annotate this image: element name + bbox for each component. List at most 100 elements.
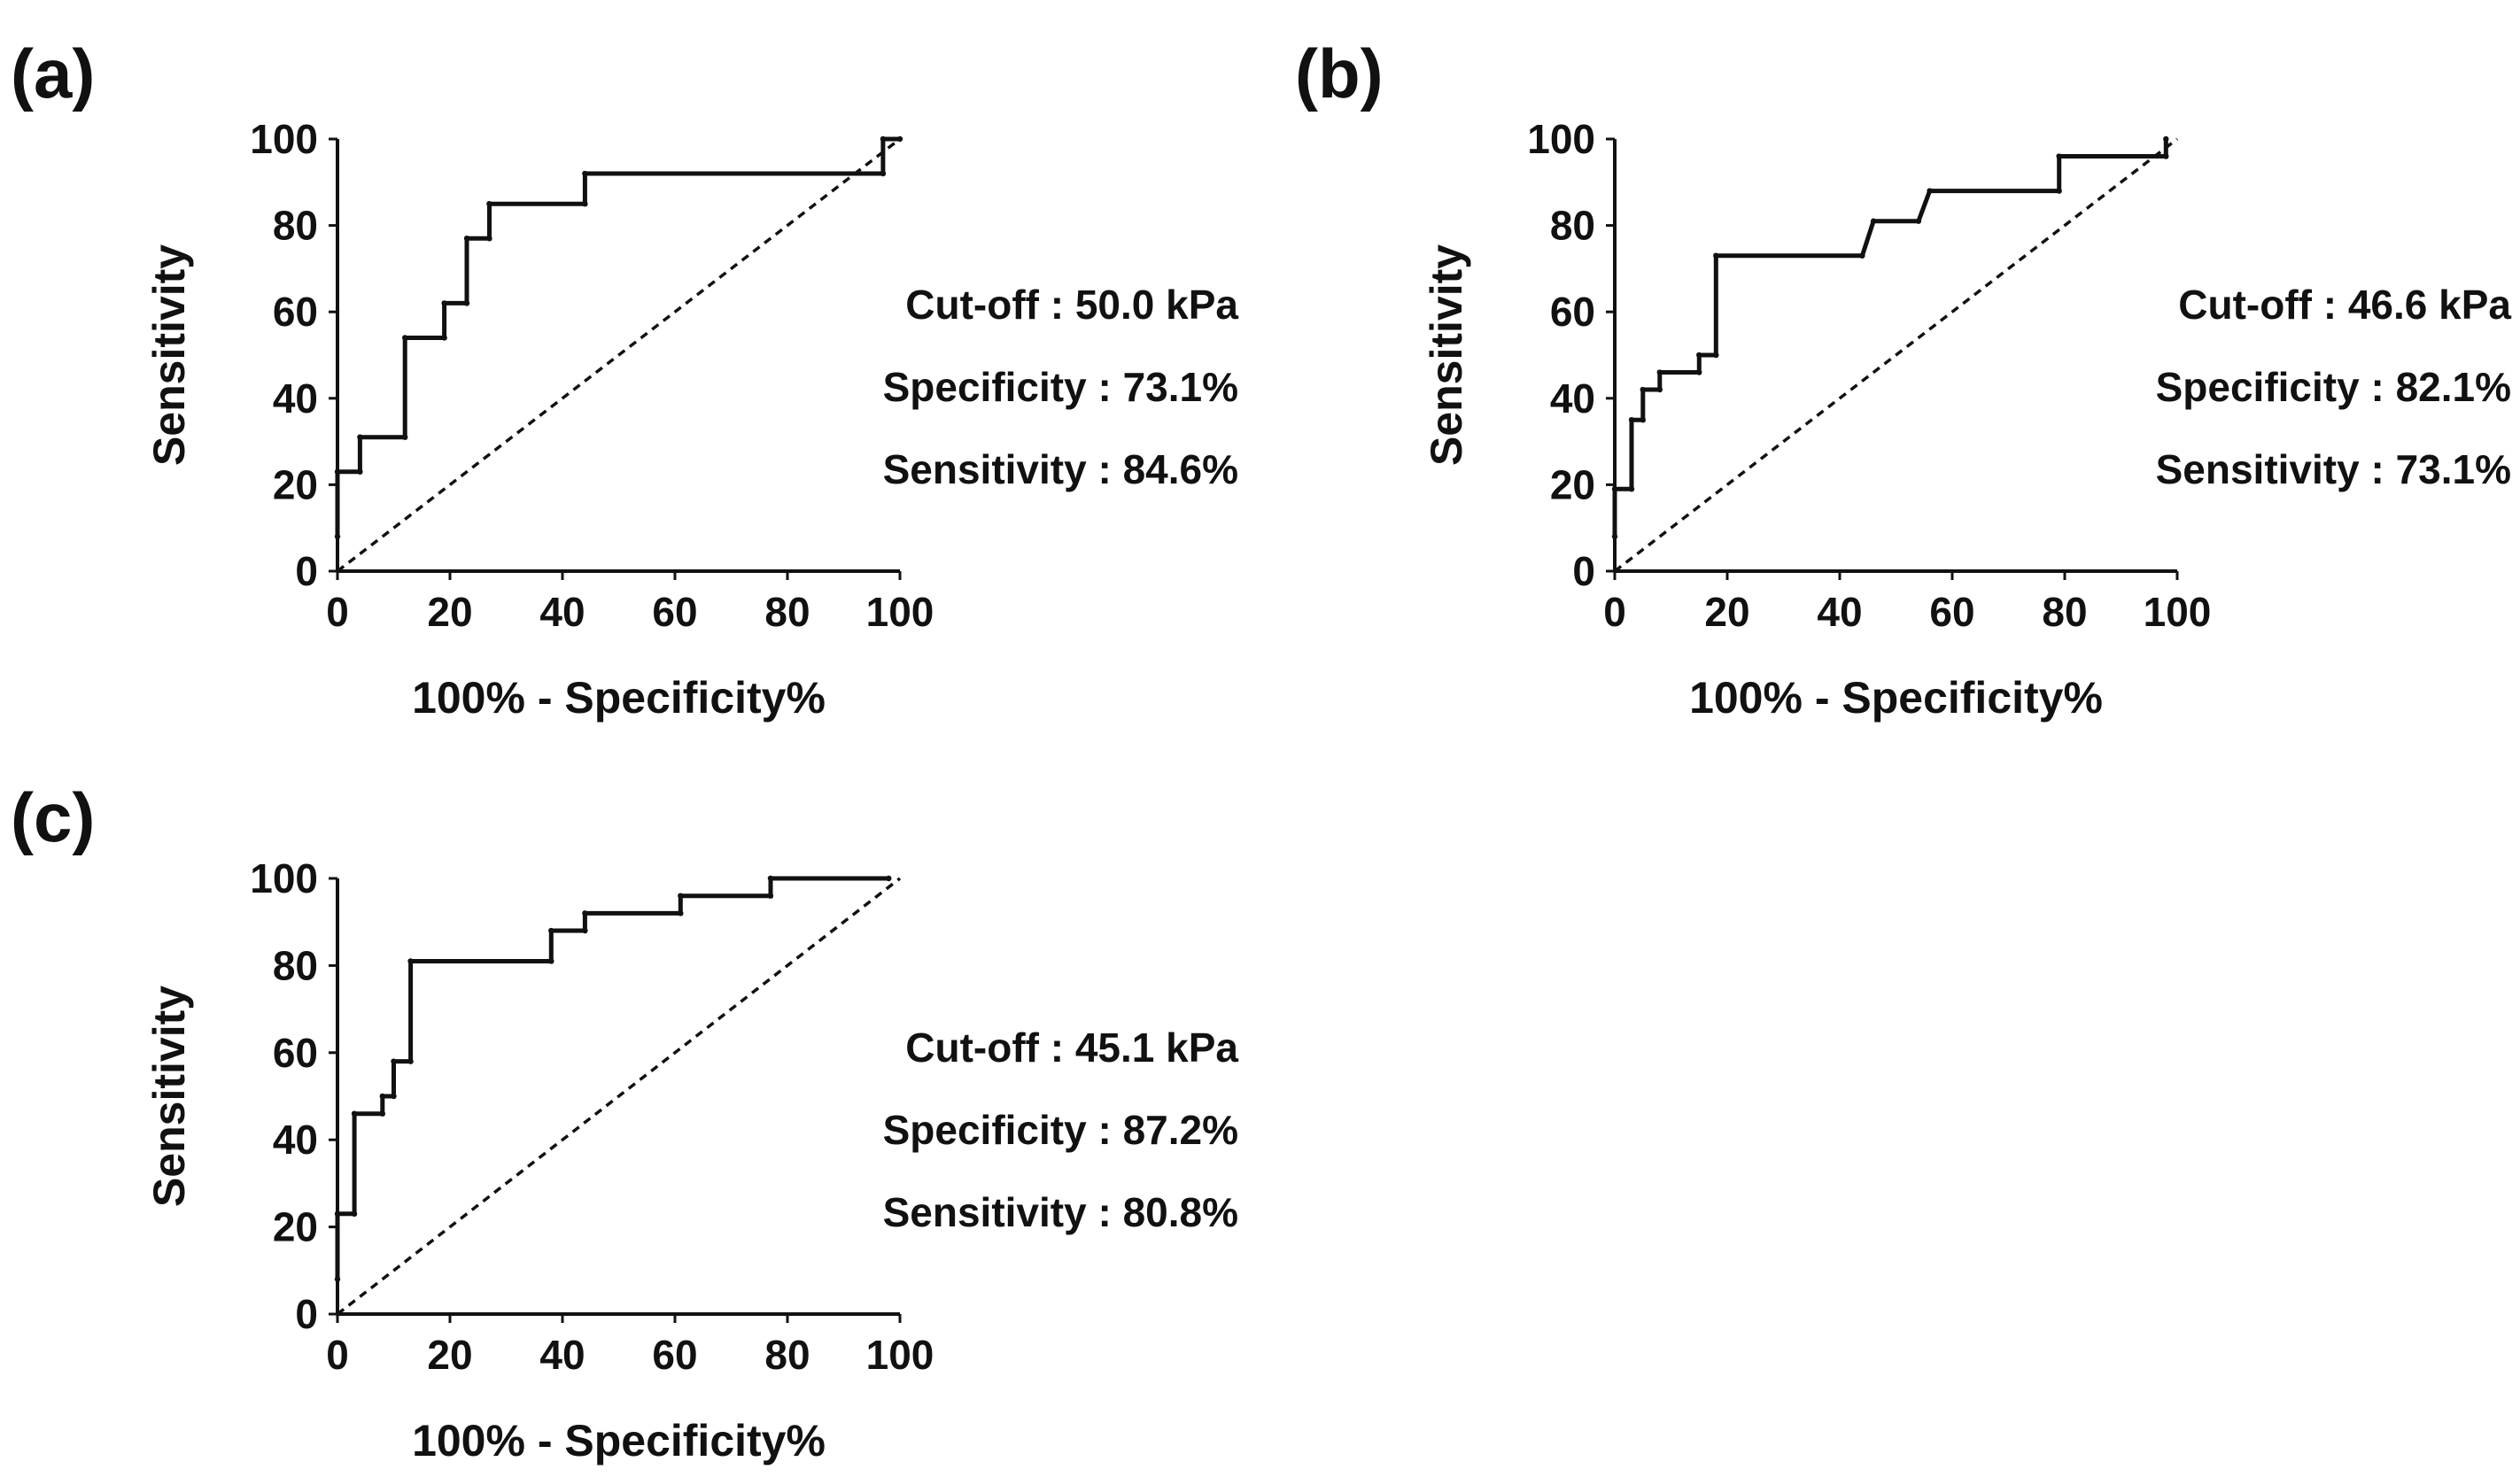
y-tick-label: 60 <box>1550 289 1595 335</box>
x-tick-label: 20 <box>1704 589 1749 635</box>
reference-diagonal-line <box>336 137 902 573</box>
roc-point <box>1628 486 1635 492</box>
roc-point <box>548 958 554 964</box>
roc-point <box>1696 352 1702 359</box>
roc-point <box>334 1210 341 1218</box>
cutoff-annotation: Cut-off : 45.1 kPa <box>905 1025 1238 1071</box>
y-tick-label: 0 <box>1572 548 1595 594</box>
x-tick-label: 60 <box>652 1332 697 1378</box>
y-tick-label: 80 <box>273 942 318 988</box>
roc-point <box>582 201 588 207</box>
x-tick-label: 40 <box>539 589 585 635</box>
roc-point <box>1628 417 1635 423</box>
roc-point <box>1656 369 1663 375</box>
roc-point <box>441 335 447 341</box>
y-tick-label: 80 <box>273 203 318 249</box>
roc-point <box>2163 135 2169 143</box>
roc-point <box>407 958 414 964</box>
roc-point <box>1870 218 1877 224</box>
roc-point <box>407 1058 414 1064</box>
roc-point <box>441 300 447 306</box>
reference-diagonal-line <box>1613 137 2179 573</box>
roc-point <box>678 910 684 916</box>
roc-point <box>886 875 892 882</box>
x-axis-title: 100% - Specificity% <box>1689 673 2103 723</box>
roc-point <box>1927 188 1933 194</box>
roc-point <box>896 135 903 143</box>
roc-panel-2: (b) 0 20 40 60 80 100 0 20 40 60 80 100 100% - Specif… <box>1295 35 2511 723</box>
x-axis-title: 100% - Specificity% <box>412 673 826 723</box>
roc-point <box>1713 252 1719 259</box>
x-tick-label: 100 <box>866 1332 934 1378</box>
roc-point <box>1640 417 1646 423</box>
reference-diagonal-line <box>336 877 902 1316</box>
specificity-annotation: Specificity : 82.1% <box>2156 364 2511 410</box>
y-axis-title: Sensitivity <box>144 986 194 1207</box>
sensitivity-annotation: Sensitivity : 73.1% <box>2156 446 2511 492</box>
roc-point <box>334 468 341 475</box>
x-axis-title: 100% - Specificity% <box>412 1416 826 1465</box>
roc-point <box>402 335 408 341</box>
roc-point <box>357 434 363 440</box>
y-tick-label: 100 <box>250 855 318 901</box>
x-tick-label: 100 <box>2144 589 2212 635</box>
y-tick-label: 80 <box>1550 203 1595 249</box>
x-tick-label: 0 <box>326 589 349 635</box>
roc-panel-1: (a) 0 20 40 60 80 100 0 20 40 60 80 100 100% - Specif… <box>11 35 1238 723</box>
roc-point <box>767 875 774 882</box>
y-tick-label: 0 <box>295 1291 318 1337</box>
y-tick-label: 40 <box>273 1117 318 1163</box>
roc-point <box>379 1110 385 1117</box>
roc-point <box>391 1093 397 1100</box>
y-tick-label: 40 <box>273 375 318 421</box>
roc-point <box>582 170 588 177</box>
roc-point <box>880 135 887 143</box>
roc-point <box>351 1210 358 1218</box>
roc-point <box>582 927 588 934</box>
panel-label: (b) <box>1295 35 1384 112</box>
roc-point <box>582 910 588 916</box>
x-tick-label: 80 <box>764 589 810 635</box>
roc-point <box>486 201 492 207</box>
roc-point <box>486 236 492 242</box>
roc-point <box>463 236 470 242</box>
roc-point <box>2163 153 2169 159</box>
roc-point <box>334 533 341 540</box>
panel-label: (c) <box>11 778 95 856</box>
roc-point <box>1696 369 1702 375</box>
roc-point <box>1640 386 1646 393</box>
roc-point <box>1713 352 1719 359</box>
roc-point <box>1859 252 1865 259</box>
roc-point <box>2056 188 2062 194</box>
sensitivity-annotation: Sensitivity : 84.6% <box>883 446 1238 492</box>
roc-point <box>402 434 408 440</box>
y-tick-label: 0 <box>295 548 318 594</box>
roc-point <box>548 927 554 934</box>
x-tick-label: 100 <box>866 589 934 635</box>
sensitivity-annotation: Sensitivity : 80.8% <box>883 1189 1238 1235</box>
roc-point <box>678 893 684 899</box>
roc-point <box>1611 533 1618 540</box>
roc-point <box>767 893 774 899</box>
x-tick-label: 20 <box>427 1332 472 1378</box>
roc-point <box>351 1110 358 1117</box>
y-tick-label: 20 <box>1550 461 1595 507</box>
roc-point <box>463 300 470 306</box>
roc-point <box>1656 386 1663 393</box>
x-tick-label: 0 <box>326 1332 349 1378</box>
y-tick-label: 100 <box>250 116 318 162</box>
roc-point <box>391 1058 397 1064</box>
x-tick-label: 0 <box>1603 589 1626 635</box>
x-tick-label: 40 <box>1817 589 1862 635</box>
y-axis-title: Sensitivity <box>144 244 194 466</box>
cutoff-annotation: Cut-off : 46.6 kPa <box>2178 282 2511 328</box>
x-tick-label: 80 <box>764 1332 810 1378</box>
roc-point <box>1611 486 1618 492</box>
roc-point <box>1915 218 1922 224</box>
specificity-annotation: Specificity : 73.1% <box>883 364 1238 410</box>
roc-point <box>334 1276 341 1282</box>
roc-point <box>379 1093 385 1100</box>
roc-point <box>880 170 887 177</box>
roc-panel-3: (c) 0 20 40 60 80 100 0 20 40 60 80 100 100% - Specif… <box>11 778 1238 1465</box>
